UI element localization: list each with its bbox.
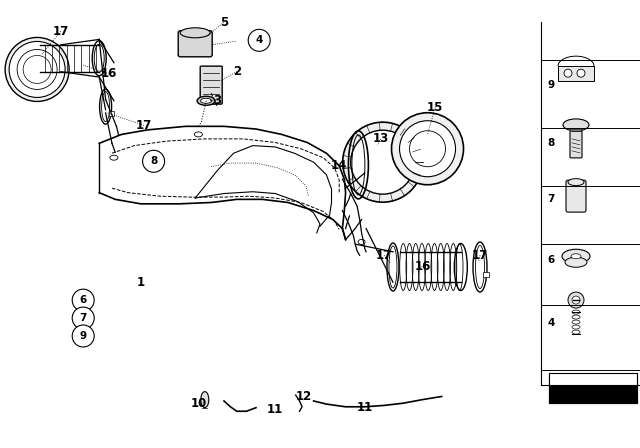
Text: 00145489: 00145489 <box>550 392 593 401</box>
Text: 8: 8 <box>547 138 554 148</box>
Circle shape <box>392 113 463 185</box>
Text: 4: 4 <box>255 35 263 45</box>
Circle shape <box>564 69 572 77</box>
Text: 10: 10 <box>190 396 207 410</box>
Circle shape <box>399 121 456 177</box>
Circle shape <box>72 307 94 329</box>
Circle shape <box>572 296 580 304</box>
Bar <box>418 158 427 166</box>
Text: 17: 17 <box>472 249 488 262</box>
Text: 16: 16 <box>414 260 431 273</box>
Polygon shape <box>558 66 594 81</box>
Bar <box>109 111 114 116</box>
Ellipse shape <box>568 179 584 185</box>
Circle shape <box>72 325 94 347</box>
FancyBboxPatch shape <box>200 66 222 104</box>
Text: 11: 11 <box>267 403 284 417</box>
Text: 6: 6 <box>79 295 87 305</box>
FancyBboxPatch shape <box>566 180 586 212</box>
FancyBboxPatch shape <box>178 31 212 57</box>
Ellipse shape <box>200 98 212 103</box>
Circle shape <box>351 130 415 194</box>
Ellipse shape <box>201 392 209 408</box>
Bar <box>549 373 637 403</box>
Circle shape <box>248 29 270 52</box>
Text: 17: 17 <box>52 25 69 38</box>
Circle shape <box>568 292 584 308</box>
FancyBboxPatch shape <box>570 130 582 158</box>
Ellipse shape <box>562 249 590 263</box>
Ellipse shape <box>197 96 215 105</box>
Text: 12: 12 <box>296 390 312 403</box>
Ellipse shape <box>180 28 210 38</box>
Ellipse shape <box>571 254 581 259</box>
Bar <box>483 272 489 277</box>
Text: 7: 7 <box>547 194 555 204</box>
Text: 17: 17 <box>376 249 392 262</box>
Text: 2: 2 <box>233 65 241 78</box>
Circle shape <box>9 42 65 98</box>
Text: 17: 17 <box>136 119 152 132</box>
Text: 9: 9 <box>79 331 87 341</box>
Polygon shape <box>549 349 637 373</box>
Bar <box>549 373 637 385</box>
Text: 11: 11 <box>356 401 373 414</box>
Text: 4: 4 <box>547 318 555 327</box>
Circle shape <box>577 69 585 77</box>
Text: 15: 15 <box>427 101 444 114</box>
Circle shape <box>72 289 94 311</box>
Ellipse shape <box>563 119 589 131</box>
Text: 6: 6 <box>547 255 554 265</box>
Text: 14: 14 <box>331 159 348 172</box>
Text: 9: 9 <box>547 80 554 90</box>
Text: 1: 1 <box>137 276 145 289</box>
Circle shape <box>143 150 164 172</box>
Text: 5: 5 <box>220 16 228 29</box>
Bar <box>549 373 637 403</box>
Circle shape <box>5 38 69 101</box>
Text: 8: 8 <box>150 156 157 166</box>
Text: 7: 7 <box>79 313 87 323</box>
Text: 13: 13 <box>372 132 389 146</box>
Circle shape <box>343 122 422 202</box>
Ellipse shape <box>565 257 587 267</box>
Text: 16: 16 <box>100 67 117 81</box>
Text: 3: 3 <box>214 94 221 108</box>
